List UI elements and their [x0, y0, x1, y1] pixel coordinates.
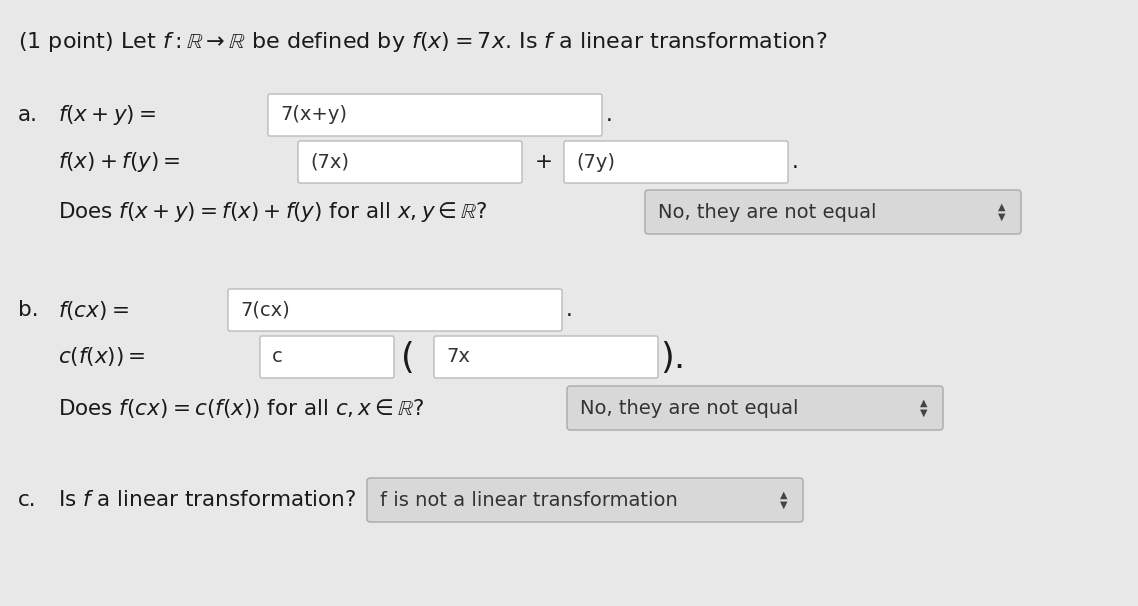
FancyBboxPatch shape [259, 336, 394, 378]
Text: a.: a. [18, 105, 38, 125]
Text: ▲: ▲ [998, 202, 1006, 212]
Text: c: c [272, 347, 282, 367]
Text: (1 point) Let $f : \mathbb{R} \rightarrow \mathbb{R}$ be defined by $f(x) = 7x$.: (1 point) Let $f : \mathbb{R} \rightarro… [18, 30, 827, 54]
FancyBboxPatch shape [564, 141, 787, 183]
Text: 7x: 7x [446, 347, 470, 367]
Text: ▼: ▼ [998, 212, 1006, 222]
Text: $($: $($ [399, 339, 415, 375]
Text: $c(f(x)) = $: $c(f(x)) = $ [58, 345, 146, 368]
Text: Does $f(x + y) = f(x) + f(y)$ for all $x, y \in \mathbb{R}$?: Does $f(x + y) = f(x) + f(y)$ for all $x… [58, 200, 487, 224]
Text: ▼: ▼ [781, 500, 787, 510]
Text: 7(cx): 7(cx) [240, 301, 290, 319]
Text: .: . [566, 300, 572, 320]
FancyBboxPatch shape [228, 289, 562, 331]
FancyBboxPatch shape [269, 94, 602, 136]
Text: ▼: ▼ [921, 408, 927, 418]
Text: $).$: $).$ [660, 339, 683, 375]
FancyBboxPatch shape [434, 336, 658, 378]
Text: $f(cx) = $: $f(cx) = $ [58, 299, 129, 322]
Text: ▲: ▲ [781, 490, 787, 500]
FancyBboxPatch shape [567, 386, 943, 430]
Text: Is $f$ a linear transformation?: Is $f$ a linear transformation? [58, 490, 356, 510]
Text: (7x): (7x) [310, 153, 349, 171]
Text: b.: b. [18, 300, 39, 320]
Text: 7(x+y): 7(x+y) [280, 105, 347, 124]
Text: ▲: ▲ [921, 398, 927, 408]
Text: Does $f(cx) = c(f(x))$ for all $c, x \in \mathbb{R}$?: Does $f(cx) = c(f(x))$ for all $c, x \in… [58, 396, 424, 419]
Text: $f(x) + f(y) = $: $f(x) + f(y) = $ [58, 150, 181, 174]
FancyBboxPatch shape [645, 190, 1021, 234]
Text: $f(x + y) = $: $f(x + y) = $ [58, 103, 156, 127]
Text: No, they are not equal: No, they are not equal [658, 202, 876, 222]
Text: .: . [607, 105, 613, 125]
Text: c.: c. [18, 490, 36, 510]
Text: (7y): (7y) [576, 153, 615, 171]
Text: .: . [792, 152, 799, 172]
FancyBboxPatch shape [366, 478, 803, 522]
Text: f is not a linear transformation: f is not a linear transformation [380, 490, 678, 510]
FancyBboxPatch shape [298, 141, 522, 183]
Text: No, they are not equal: No, they are not equal [580, 399, 799, 418]
Text: $+$: $+$ [534, 152, 552, 172]
